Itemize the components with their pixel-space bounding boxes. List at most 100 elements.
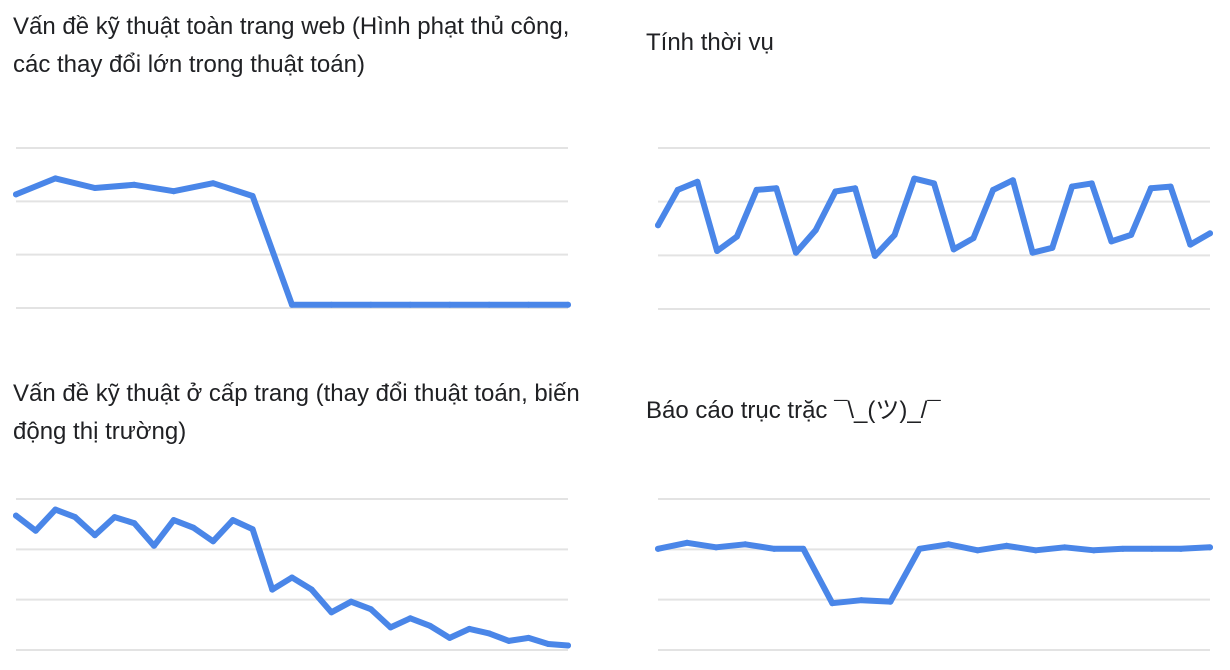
data-point: [427, 622, 433, 629]
data-point: [1032, 547, 1039, 554]
data-point: [891, 231, 898, 238]
data-point: [1177, 545, 1184, 552]
data-point: [771, 545, 778, 552]
data-point: [565, 642, 571, 649]
data-point: [367, 606, 374, 613]
data-point: [773, 185, 780, 192]
data-point: [1009, 177, 1016, 184]
data-point: [753, 186, 760, 193]
data-point: [1148, 545, 1155, 552]
data-point: [486, 630, 493, 637]
data-point: [111, 514, 118, 521]
data-point: [1049, 244, 1056, 251]
data-point: [990, 186, 997, 193]
data-point: [131, 181, 138, 188]
series-line: [655, 539, 1213, 607]
data-point: [151, 542, 157, 549]
data-point: [655, 545, 661, 552]
data-point: [1119, 545, 1126, 552]
chart-panel-3: Vấn đề kỹ thuật ở cấp trang (thay đổi th…: [0, 335, 615, 670]
data-point: [950, 246, 957, 253]
chart-panel-1: Vấn đề kỹ thuật toàn trang web (Hình phạ…: [0, 0, 615, 335]
chart-title: Vấn đề kỹ thuật toàn trang web (Hình phạ…: [13, 13, 570, 78]
data-point: [832, 188, 839, 195]
data-point: [407, 301, 414, 308]
data-point: [486, 301, 493, 308]
data-point: [1088, 180, 1095, 187]
data-point: [367, 301, 374, 308]
data-point: [655, 222, 661, 229]
chart-panel-2: Tính thời vụ: [615, 0, 1230, 335]
data-point: [328, 301, 335, 308]
data-point: [1090, 547, 1097, 554]
data-point: [505, 637, 512, 644]
data-point: [733, 233, 740, 240]
data-point: [545, 640, 552, 647]
data-point: [852, 185, 859, 192]
data-point: [91, 532, 98, 539]
data-point: [131, 520, 138, 527]
data-point: [1108, 238, 1115, 245]
data-point: [945, 541, 952, 548]
data-point: [328, 609, 335, 616]
data-point: [91, 185, 98, 191]
data-point: [210, 180, 217, 187]
data-point: [911, 175, 918, 182]
series-line: [655, 175, 1213, 259]
chart-plot: [13, 498, 571, 651]
data-point: [249, 526, 256, 533]
data-point: [1069, 183, 1075, 190]
data-point: [674, 186, 681, 193]
data-point: [974, 547, 981, 554]
data-point: [916, 545, 923, 552]
data-point: [871, 252, 878, 259]
data-point: [565, 301, 571, 308]
data-point: [387, 624, 394, 631]
data-point: [812, 227, 819, 234]
data-point: [713, 544, 720, 551]
data-point: [52, 506, 59, 513]
data-point: [714, 248, 721, 255]
data-point: [858, 597, 865, 604]
data-point: [308, 586, 315, 593]
data-point: [446, 634, 453, 641]
data-point: [170, 188, 177, 195]
data-point: [742, 541, 749, 548]
data-point: [970, 235, 977, 242]
data-point: [1003, 542, 1010, 549]
chart-panel-4: Báo cáo trục trặc ¯\_(ツ)_/¯: [615, 335, 1230, 670]
data-point: [170, 517, 177, 524]
data-point: [1128, 231, 1135, 238]
chart-plot: [13, 147, 571, 309]
chart-title: Tính thời vụ: [646, 29, 774, 56]
data-point: [249, 193, 256, 199]
chart-plot: [655, 147, 1213, 310]
data-point: [1207, 544, 1213, 551]
data-point: [72, 514, 79, 521]
data-point: [52, 175, 59, 182]
data-point: [1187, 241, 1194, 248]
data-point: [525, 634, 532, 641]
data-point: [1207, 230, 1213, 237]
chart-title: Vấn đề kỹ thuật ở cấp trang (thay đổi th…: [13, 380, 580, 445]
data-point: [269, 586, 276, 593]
data-point: [289, 301, 295, 308]
data-point: [1029, 249, 1036, 256]
data-point: [348, 598, 355, 605]
data-point: [525, 301, 532, 308]
chart-plot: [655, 498, 1213, 651]
data-point: [684, 539, 691, 546]
data-point: [829, 600, 836, 607]
data-point: [229, 517, 236, 524]
chart-title: Báo cáo trục trặc ¯\_(ツ)_/¯: [646, 397, 941, 424]
data-point: [887, 598, 894, 605]
data-point: [466, 625, 473, 632]
data-point: [32, 527, 39, 534]
data-point: [1167, 183, 1174, 190]
data-point: [1147, 185, 1154, 192]
data-point: [210, 538, 217, 545]
data-point: [446, 301, 453, 308]
data-point: [407, 615, 414, 622]
data-point: [190, 524, 197, 531]
data-point: [800, 545, 807, 552]
